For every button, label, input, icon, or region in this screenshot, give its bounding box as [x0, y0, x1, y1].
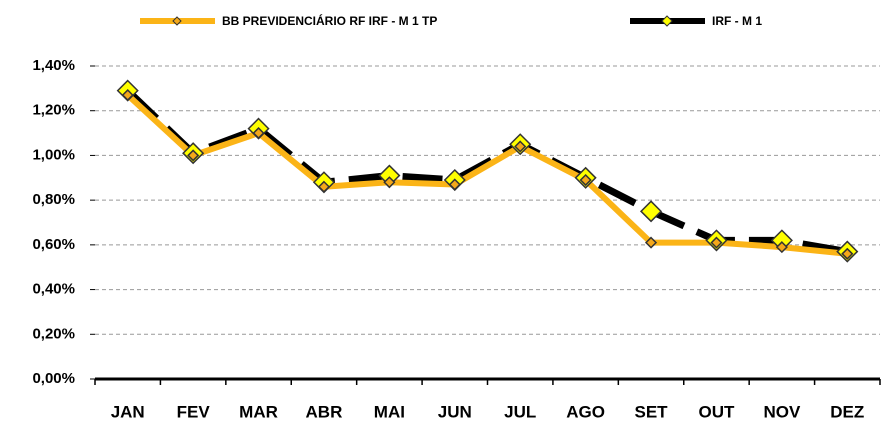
- y-tick-label: 0,40%: [32, 281, 75, 298]
- point-marker: [383, 176, 396, 189]
- point-marker: [579, 173, 592, 187]
- y-tick-label: 1,40%: [32, 57, 75, 74]
- point-marker: [121, 89, 134, 102]
- point-marker: [639, 200, 663, 223]
- y-tick-label: 1,20%: [32, 102, 75, 119]
- y-tick-label: 0,80%: [32, 191, 75, 208]
- x-tick-label: FEV: [177, 402, 211, 421]
- y-tick-label: 0,00%: [32, 370, 75, 387]
- x-tick-label: MAR: [239, 402, 278, 421]
- x-tick-label: NOV: [763, 402, 801, 421]
- x-tick-label: JUN: [438, 402, 472, 421]
- y-tick-label: 0,60%: [32, 236, 75, 253]
- point-marker: [514, 140, 527, 153]
- point-marker: [448, 178, 461, 191]
- x-tick-label: JUL: [504, 402, 536, 421]
- x-tick-label: OUT: [699, 402, 736, 421]
- x-tick-label: MAI: [374, 402, 405, 421]
- series-line: [125, 92, 848, 257]
- point-marker: [252, 127, 265, 140]
- legend-marker: [661, 15, 673, 27]
- point-marker: [710, 236, 723, 249]
- x-tick-label: ABR: [306, 402, 343, 421]
- point-marker: [841, 247, 854, 260]
- x-tick-label: DEZ: [830, 402, 864, 421]
- x-tick-label: SET: [635, 402, 669, 421]
- point-marker: [775, 241, 788, 254]
- x-tick-label: JAN: [111, 402, 145, 421]
- y-tick-label: 1,00%: [32, 146, 75, 163]
- point-marker: [317, 180, 331, 193]
- y-tick-label: 0,20%: [32, 325, 75, 342]
- legend-marker: [172, 16, 182, 26]
- point-marker: [644, 236, 658, 249]
- point-marker: [187, 149, 200, 162]
- x-tick-label: AGO: [566, 402, 605, 421]
- legend-label: IRF - M 1: [712, 14, 762, 28]
- series-line: [125, 88, 848, 256]
- legend-label: BB PREVIDENCIÁRIO RF IRF - M 1 TP: [222, 13, 437, 28]
